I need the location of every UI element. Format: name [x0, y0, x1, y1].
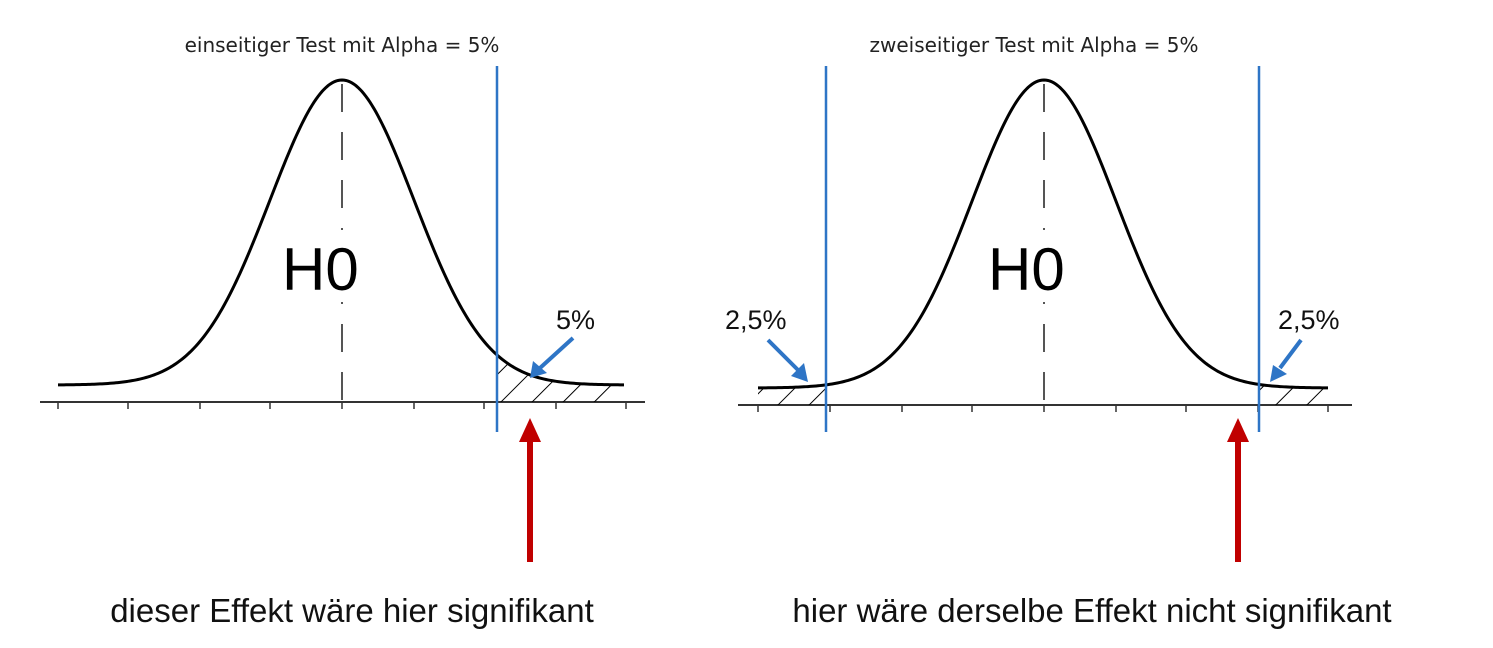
left-rejection-region: [497, 354, 624, 402]
right-effect-arrow: [1227, 418, 1249, 562]
right-rejection-region-right: [1259, 384, 1328, 405]
right-left-tail-label: 2,5%: [725, 305, 787, 335]
right-panel: zweiseitiger Test mit Alpha = 5% H0 2: [725, 33, 1392, 629]
right-h0-label: H0: [988, 236, 1065, 303]
right-right-tail-arrow: [1270, 338, 1303, 382]
right-left-tail-arrow: [766, 338, 808, 382]
left-h0-label: H0: [282, 236, 359, 303]
left-panel-title: einseitiger Test mit Alpha = 5%: [185, 33, 500, 57]
right-rejection-region-left: [758, 384, 826, 405]
right-h0-background: [984, 230, 1096, 302]
right-axis-ticks: [757, 405, 1329, 412]
right-caption: hier wäre derselbe Effekt nicht signifik…: [792, 592, 1391, 629]
left-effect-arrow: [519, 418, 541, 562]
left-panel: einseitiger Test mit Alpha = 5% H0 5%: [40, 33, 645, 629]
right-panel-title: zweiseitiger Test mit Alpha = 5%: [869, 33, 1198, 57]
left-tail-label: 5%: [556, 305, 595, 335]
right-right-tail-label: 2,5%: [1278, 305, 1340, 335]
right-bell-curve: [757, 78, 1329, 390]
left-tail-arrow: [530, 336, 575, 378]
left-axis-ticks: [57, 402, 627, 409]
left-h0-background: [278, 230, 390, 302]
left-bell-curve: [57, 78, 625, 387]
left-caption: dieser Effekt wäre hier signifikant: [110, 592, 594, 629]
